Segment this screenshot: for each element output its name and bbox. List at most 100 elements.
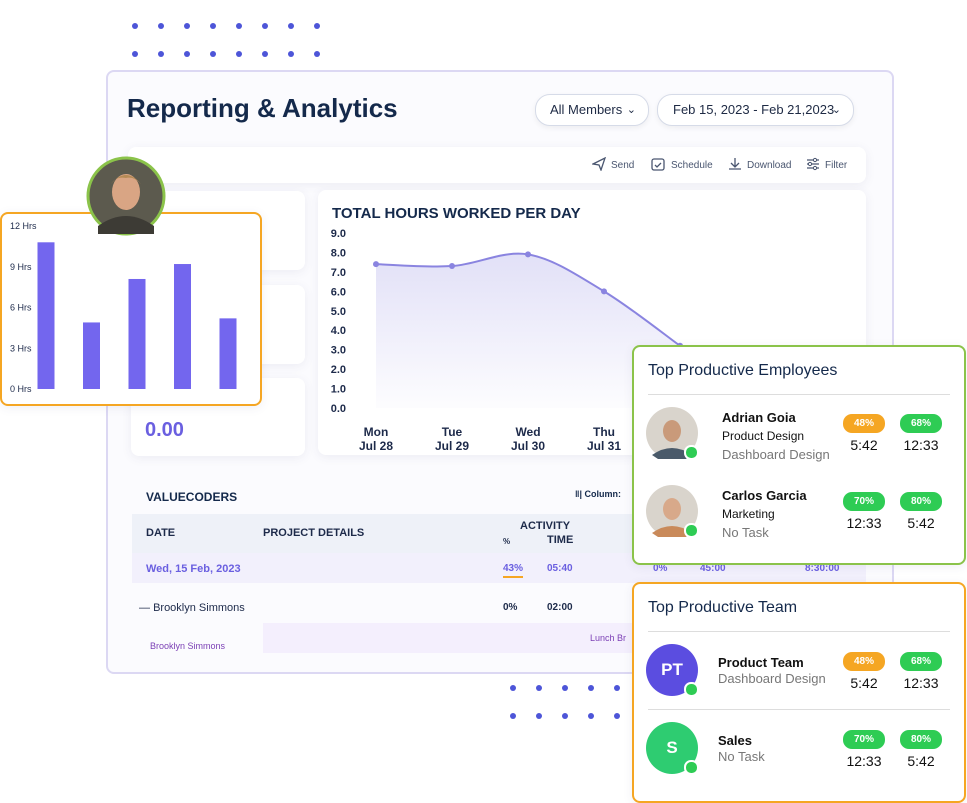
- panel-title: Top Productive Employees: [648, 362, 838, 379]
- column-icon: ‖|: [575, 489, 585, 499]
- dropdown-label: All Members: [550, 102, 623, 117]
- dot: [614, 713, 620, 719]
- stat-value: 12:33: [846, 753, 882, 769]
- chevron: ⌄: [831, 104, 841, 116]
- dot: [314, 23, 320, 29]
- x-tick-date: Jul 28: [359, 439, 393, 453]
- cell: 8:30:00: [805, 563, 840, 574]
- dot: [536, 713, 542, 719]
- stat-value: 12:33: [903, 437, 939, 453]
- y-tick-label: 0.0: [331, 403, 346, 415]
- column-label: Column:: [584, 489, 622, 499]
- point: [525, 251, 531, 258]
- bar: [219, 318, 237, 389]
- y-tick-label: 9 Hrs: [10, 262, 32, 272]
- badge: 80%: [900, 730, 942, 749]
- x-tick-date: Jul 29: [435, 439, 469, 453]
- members-dropdown[interactable]: All Members ⌄: [535, 94, 649, 126]
- stat-value: 5:42: [850, 437, 878, 453]
- line-chart: TOTAL HOURS WORKED PER DAY 0.0 1.0 2.0 3.0 4…: [331, 205, 683, 453]
- column-button[interactable]: ‖| Column:: [575, 489, 621, 499]
- divider: [648, 394, 950, 395]
- bar-chart: 0 Hrs 3 Hrs 6 Hrs 9 Hrs 12 Hrs: [10, 221, 237, 394]
- y-tick-label: 9.0: [331, 228, 346, 240]
- dot: [562, 713, 568, 719]
- status-dot: [684, 682, 699, 697]
- date-dropdown[interactable]: Feb 15, 2023 - Feb 21,2023 ⌄: [657, 94, 854, 126]
- stat-value: 0.00: [145, 419, 184, 441]
- header-cell: DATE: [146, 527, 176, 539]
- employee-department: Product Design: [722, 429, 805, 443]
- x-tick-label: Wed: [515, 425, 540, 439]
- x-tick-date: Jul 30: [511, 439, 545, 453]
- y-tick-label: 6 Hrs: [10, 303, 32, 313]
- y-tick-label: 0 Hrs: [10, 384, 32, 394]
- cell: 0%: [653, 563, 668, 574]
- status-dot: [684, 760, 699, 775]
- header-cell: %: [503, 537, 511, 546]
- badge: 68%: [900, 414, 942, 433]
- bar: [83, 322, 100, 389]
- header-cell: ACTIVITY: [520, 520, 571, 532]
- badge: 70%: [843, 492, 885, 511]
- timeline-member: Brooklyn Simmons: [150, 641, 226, 651]
- x-tick-label: Thu: [593, 425, 615, 439]
- toolbar: [128, 147, 866, 183]
- bar: [128, 278, 146, 389]
- point: [373, 261, 379, 268]
- team-name: Sales: [718, 733, 752, 748]
- cell: Wed, 15 Feb, 2023: [146, 563, 241, 575]
- schedule-icon: [651, 158, 665, 171]
- download-icon: [729, 158, 741, 170]
- point: [601, 288, 607, 295]
- stat-value: 12:33: [903, 675, 939, 691]
- dot: [314, 51, 320, 57]
- cell: Brooklyn Simmons: [153, 602, 245, 614]
- send-button[interactable]: Send: [611, 160, 635, 171]
- bar: [37, 242, 55, 389]
- dot: [184, 23, 190, 29]
- page-title: Reporting & Analytics: [127, 93, 398, 123]
- dot: [236, 51, 242, 57]
- team-task: Dashboard Design: [718, 671, 826, 686]
- y-tick-label: 3.0: [331, 345, 346, 357]
- chart-title: TOTAL HOURS WORKED PER DAY: [332, 205, 581, 222]
- dot: [588, 685, 594, 691]
- dot: [262, 51, 268, 57]
- avatar-body: [652, 526, 692, 537]
- header-cell: PROJECT DETAILS: [263, 527, 365, 539]
- employee-task: Dashboard Design: [722, 447, 830, 462]
- chevron: ⌄: [626, 104, 636, 116]
- table-title: VALUECODERS: [146, 490, 238, 504]
- employee-department: Marketing: [722, 507, 775, 521]
- avatar-face: [663, 420, 681, 442]
- panel-title: Top Productive Team: [648, 599, 798, 616]
- x-tick-label: Tue: [442, 425, 463, 439]
- dot: [210, 23, 216, 29]
- badge: 80%: [900, 492, 942, 511]
- y-tick-label: 3 Hrs: [10, 343, 32, 353]
- cell: 02:00: [547, 602, 573, 613]
- schedule-button[interactable]: Schedule: [671, 160, 713, 171]
- cell: 0%: [503, 602, 518, 613]
- dot: [510, 713, 516, 719]
- dropdown-label: Feb 15, 2023 - Feb 21,2023: [673, 102, 835, 117]
- divider: [648, 631, 950, 632]
- y-tick-label: 6.0: [331, 286, 346, 298]
- employee-avatar: [646, 485, 698, 537]
- x-tick-date: Jul 31: [587, 439, 621, 453]
- download-button[interactable]: Download: [747, 160, 792, 171]
- status-dot: [684, 445, 699, 460]
- point: [449, 263, 455, 270]
- y-tick-label: 2.0: [331, 364, 346, 376]
- member-row[interactable]: — Brooklyn Simmons: [139, 602, 245, 614]
- employee-name: Adrian Goia: [722, 410, 796, 425]
- badge: 68%: [900, 652, 942, 671]
- send-icon: [592, 157, 606, 171]
- cell: 45:00: [700, 563, 726, 574]
- bar: [174, 264, 191, 389]
- dot: [614, 685, 620, 691]
- dot: [510, 685, 516, 691]
- y-tick-label: 1.0: [331, 384, 346, 396]
- filter-button[interactable]: Filter: [825, 160, 848, 171]
